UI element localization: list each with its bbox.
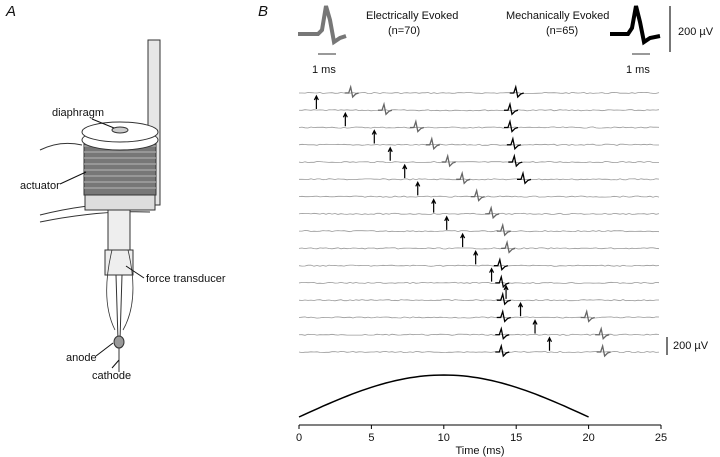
part-label: anode — [66, 352, 97, 364]
stimulus-arrow — [532, 319, 538, 334]
stimulus-arrow — [387, 146, 393, 161]
stimulus-arrow — [342, 111, 348, 127]
spike — [495, 326, 510, 341]
spike — [506, 136, 522, 151]
stimulus-arrow — [431, 198, 437, 213]
scale-label: 200 µV — [678, 26, 714, 38]
spike — [495, 274, 510, 289]
spike — [580, 308, 595, 323]
x-tick-label: 5 — [368, 432, 374, 444]
part-label: force transducer — [146, 273, 226, 285]
panel-label: B — [258, 3, 268, 20]
stimulus-arrow — [371, 129, 377, 144]
spike — [503, 101, 519, 116]
spike — [496, 308, 511, 323]
spike — [496, 291, 511, 306]
stimulus-arrow — [402, 163, 408, 179]
trace — [298, 161, 659, 164]
stimulus-arrow — [473, 250, 479, 265]
part-label: cathode — [92, 370, 131, 382]
stimulus-arrow — [489, 267, 495, 282]
trace — [298, 178, 660, 181]
trace — [298, 109, 660, 112]
spike — [409, 119, 425, 133]
trace — [298, 195, 660, 198]
x-tick-label: 15 — [510, 432, 522, 444]
inset-n: (n=70) — [388, 25, 420, 37]
trace — [298, 247, 660, 250]
mechanical-stimulus — [298, 374, 589, 418]
trace — [298, 126, 660, 129]
trace — [298, 212, 660, 215]
spike — [501, 239, 516, 254]
stimulus-arrow — [415, 180, 421, 196]
inset-title: Electrically Evoked — [366, 10, 458, 22]
trace — [298, 281, 660, 284]
scale-label: 1 ms — [626, 64, 650, 76]
scale-label: 1 ms — [312, 64, 336, 76]
x-tick-label: 10 — [438, 432, 450, 444]
trace — [298, 299, 659, 302]
stimulus-arrow — [503, 284, 509, 299]
trace — [298, 143, 659, 146]
part-label: diaphragm — [52, 107, 104, 119]
x-axis-label: Time (ms) — [455, 445, 504, 457]
part-label: actuator — [20, 180, 60, 192]
stimulus-arrow — [518, 301, 524, 317]
x-tick-label: 0 — [296, 432, 302, 444]
spike — [495, 343, 510, 358]
spike — [496, 222, 511, 237]
inset-waveform — [298, 5, 347, 46]
device-drawing — [39, 39, 161, 372]
trace — [298, 316, 660, 319]
spike — [425, 136, 440, 151]
spike — [508, 153, 523, 168]
inset-waveform — [610, 5, 661, 46]
spike — [456, 170, 471, 185]
scale-label: 200 µV — [673, 340, 709, 352]
x-tick-label: 25 — [655, 432, 667, 444]
trace — [298, 264, 660, 267]
stimulus-arrow — [313, 94, 319, 109]
spike — [595, 326, 610, 341]
spike — [441, 153, 456, 168]
panel-label: A — [5, 3, 16, 20]
stimulus-arrow — [546, 336, 553, 351]
x-tick-label: 20 — [582, 432, 594, 444]
spike — [516, 170, 532, 185]
inset-title: Mechanically Evoked — [506, 10, 609, 22]
spike — [377, 101, 393, 116]
trace — [299, 91, 660, 95]
spike — [596, 343, 611, 358]
trace — [298, 333, 660, 336]
spike — [470, 188, 485, 202]
inset-n: (n=65) — [546, 25, 578, 37]
spike — [344, 84, 359, 99]
spike — [493, 257, 509, 271]
trace — [298, 230, 660, 233]
spike — [509, 84, 524, 99]
stimulus-arrow — [460, 232, 466, 248]
stimulus-arrow — [444, 215, 450, 230]
trace — [298, 350, 660, 354]
spike — [503, 119, 519, 133]
spike — [485, 205, 500, 220]
callout-lines — [59, 118, 145, 369]
